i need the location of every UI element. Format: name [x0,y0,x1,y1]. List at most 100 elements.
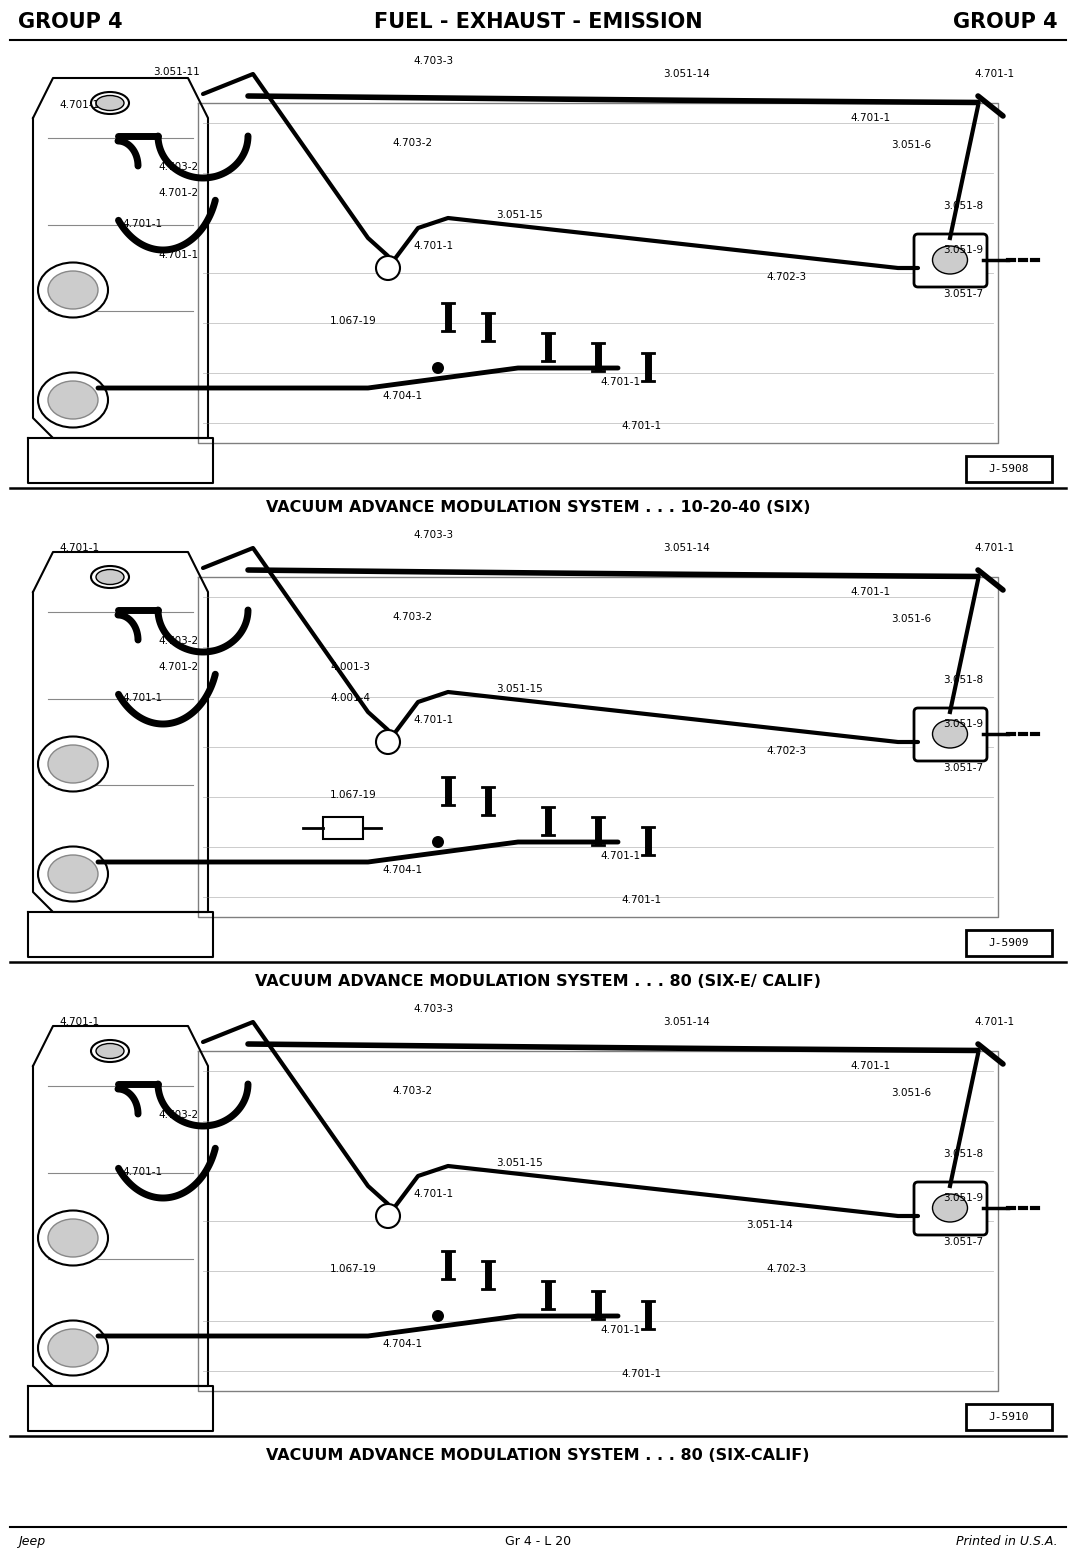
Text: 4.701-1: 4.701-1 [413,1189,453,1199]
Ellipse shape [48,272,98,309]
Circle shape [431,1310,444,1322]
Text: 3.051-8: 3.051-8 [944,676,983,685]
FancyBboxPatch shape [966,930,1052,955]
Text: 4.701-1: 4.701-1 [59,100,100,111]
FancyBboxPatch shape [914,234,987,287]
Text: 3.051-14: 3.051-14 [663,1018,709,1027]
Text: 3.051-8: 3.051-8 [944,201,983,211]
Text: 4.703-2: 4.703-2 [393,612,433,621]
Text: 4.703-3: 4.703-3 [413,531,453,540]
Text: 4.001-3: 4.001-3 [330,662,370,673]
Text: 3.051-6: 3.051-6 [892,140,932,150]
Circle shape [376,256,400,279]
Text: Jeep: Jeep [18,1534,45,1549]
Text: 3.051-6: 3.051-6 [892,613,932,624]
Text: 3.051-7: 3.051-7 [944,763,983,773]
Polygon shape [28,1386,213,1431]
Text: 4.703-3: 4.703-3 [413,56,453,66]
Circle shape [431,362,444,375]
Text: 4.701-1: 4.701-1 [975,1018,1015,1027]
Text: 4.701-1: 4.701-1 [600,378,640,387]
Text: J-5909: J-5909 [989,938,1030,948]
Ellipse shape [933,720,967,748]
Ellipse shape [38,262,108,317]
Ellipse shape [933,1194,967,1222]
Text: 1.067-19: 1.067-19 [330,1264,377,1274]
Text: 3.051-11: 3.051-11 [153,67,200,76]
Text: 4.001-4: 4.001-4 [330,693,370,702]
Text: 4.703-3: 4.703-3 [413,1004,453,1015]
Text: 4.701-1: 4.701-1 [122,219,162,229]
Text: 4.701-1: 4.701-1 [621,421,662,431]
Ellipse shape [91,1040,129,1061]
Text: VACUUM ADVANCE MODULATION SYSTEM . . . 80 (SIX-CALIF): VACUUM ADVANCE MODULATION SYSTEM . . . 8… [266,1449,810,1463]
Polygon shape [198,1051,999,1391]
Text: FUEL - EXHAUST - EMISSION: FUEL - EXHAUST - EMISSION [373,12,703,31]
Ellipse shape [96,1043,124,1058]
Ellipse shape [38,1210,108,1266]
Text: 1.067-19: 1.067-19 [330,790,377,799]
FancyBboxPatch shape [966,1403,1052,1430]
Text: GROUP 4: GROUP 4 [18,12,123,31]
Ellipse shape [96,570,124,584]
Circle shape [431,837,444,848]
Text: GROUP 4: GROUP 4 [953,12,1058,31]
FancyBboxPatch shape [966,456,1052,482]
Text: 4.701-1: 4.701-1 [621,896,662,905]
Text: 4.701-1: 4.701-1 [600,851,640,862]
Text: 4.701-1: 4.701-1 [621,1369,662,1380]
Text: 4.701-1: 4.701-1 [59,1018,100,1027]
Ellipse shape [48,381,98,418]
Ellipse shape [91,567,129,588]
Polygon shape [28,912,213,957]
Bar [323,816,363,838]
Text: 3.051-9: 3.051-9 [944,1194,983,1204]
Polygon shape [28,439,213,482]
Text: 4.701-1: 4.701-1 [122,693,162,702]
Text: 1.067-19: 1.067-19 [330,315,377,326]
Text: 3.051-8: 3.051-8 [944,1149,983,1160]
Text: J-5910: J-5910 [989,1413,1030,1422]
Text: 3.051-14: 3.051-14 [746,1219,793,1230]
Polygon shape [33,553,208,912]
Ellipse shape [933,247,967,275]
Text: VACUUM ADVANCE MODULATION SYSTEM . . . 80 (SIX-E/ CALIF): VACUUM ADVANCE MODULATION SYSTEM . . . 8… [255,974,821,990]
Text: 3.051-14: 3.051-14 [663,543,709,554]
Text: Printed in U.S.A.: Printed in U.S.A. [957,1534,1058,1549]
Text: 4.701-2: 4.701-2 [158,189,199,198]
Text: 4.701-1: 4.701-1 [413,240,453,251]
Text: 4.701-1: 4.701-1 [122,1168,162,1177]
Text: 4.701-1: 4.701-1 [158,250,199,259]
Ellipse shape [38,846,108,902]
Text: 4.701-1: 4.701-1 [413,715,453,724]
Ellipse shape [38,373,108,428]
Polygon shape [33,1026,208,1386]
Text: 4.704-1: 4.704-1 [382,390,422,401]
Text: 3.051-9: 3.051-9 [944,720,983,729]
Text: 4.703-2: 4.703-2 [393,137,433,148]
Text: 4.703-2: 4.703-2 [393,1085,433,1096]
Text: 4.701-2: 4.701-2 [158,662,199,673]
Text: 4.701-1: 4.701-1 [850,114,890,123]
Ellipse shape [48,745,98,784]
Text: 3.051-15: 3.051-15 [496,684,543,695]
Ellipse shape [91,92,129,114]
Text: 3.051-6: 3.051-6 [892,1088,932,1097]
Ellipse shape [96,95,124,111]
Ellipse shape [48,1328,98,1367]
Text: J-5908: J-5908 [989,464,1030,475]
Text: 3.051-15: 3.051-15 [496,211,543,220]
Text: 4.703-2: 4.703-2 [158,1110,199,1119]
Text: Gr 4 - L 20: Gr 4 - L 20 [505,1534,571,1549]
Polygon shape [198,103,999,443]
Ellipse shape [48,855,98,893]
Text: 4.701-1: 4.701-1 [975,543,1015,554]
Text: 4.702-3: 4.702-3 [767,272,807,283]
Text: 4.704-1: 4.704-1 [382,865,422,874]
Text: 4.702-3: 4.702-3 [767,1264,807,1274]
Text: 4.701-1: 4.701-1 [975,69,1015,80]
FancyBboxPatch shape [914,709,987,762]
Text: 4.703-2: 4.703-2 [158,162,199,172]
Text: 4.701-1: 4.701-1 [850,587,890,598]
Text: 4.701-1: 4.701-1 [59,543,100,554]
